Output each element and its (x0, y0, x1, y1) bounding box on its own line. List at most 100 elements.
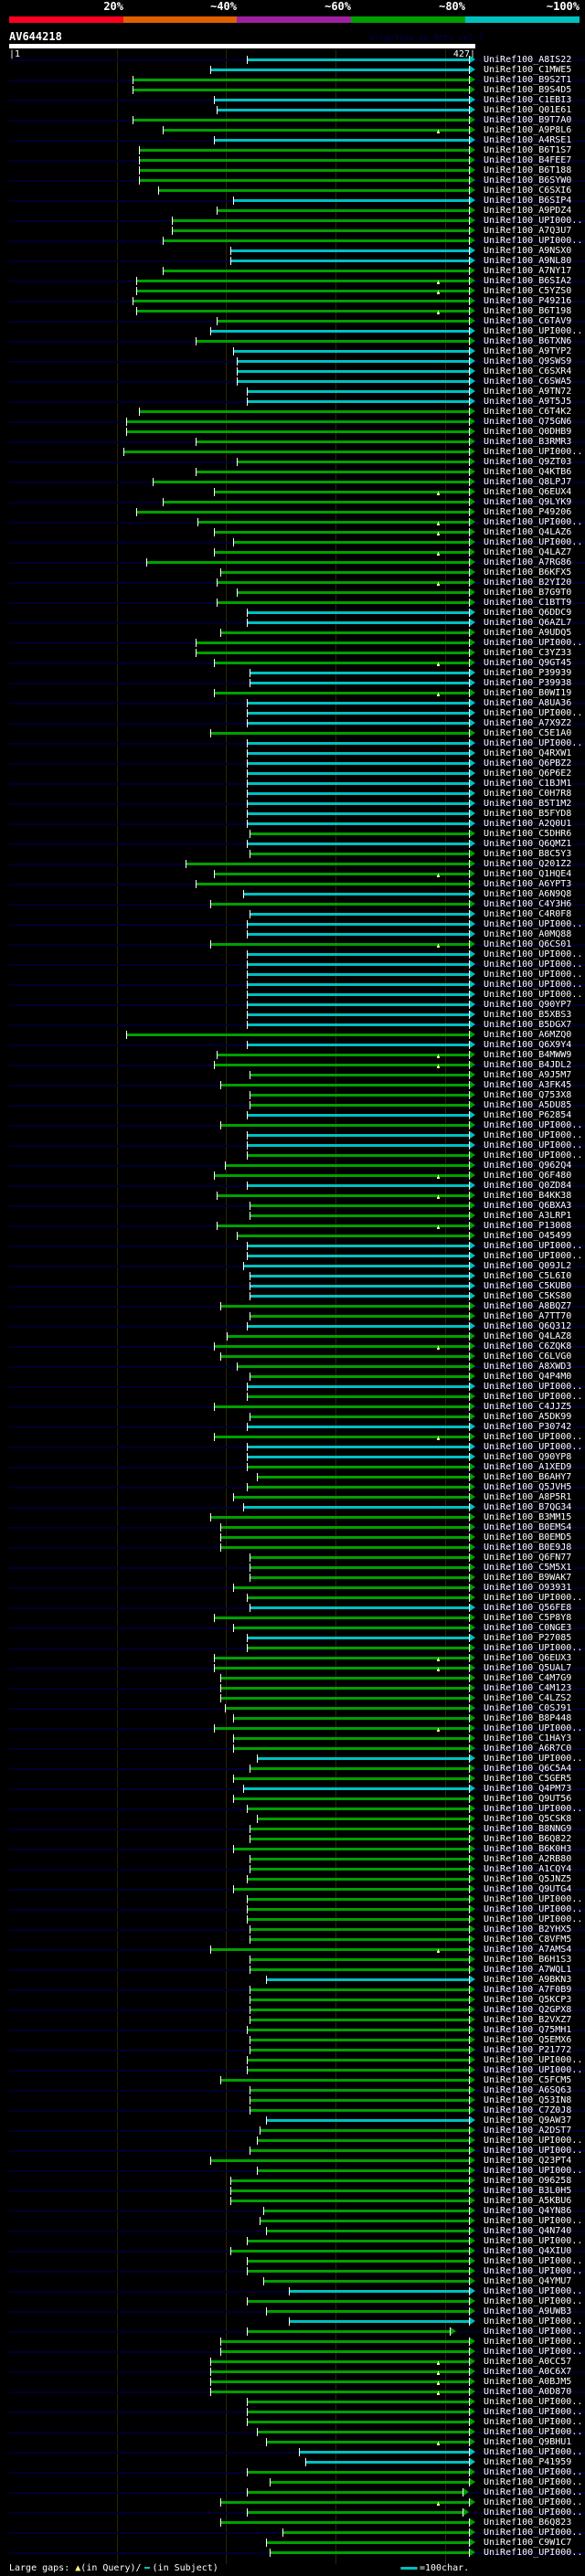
hit-label[interactable]: UniRef100_C5P8Y8 (484, 1613, 572, 1623)
hit-row[interactable]: UniRef100_C6T4K2 (0, 407, 585, 417)
hit-row[interactable]: UniRef100_UPI000.. (0, 447, 585, 457)
alignment-bar[interactable] (162, 270, 469, 272)
alignment-bar[interactable] (246, 1898, 469, 1901)
hit-row[interactable]: UniRef100_A6MZQ0 (0, 1030, 585, 1040)
alignment-bar[interactable] (246, 742, 469, 745)
hit-row[interactable]: UniRef100_B8C5Y3 (0, 849, 585, 859)
hit-label[interactable]: UniRef100_P41959 (484, 2457, 572, 2467)
hit-row[interactable]: UniRef100_UPI000.. (0, 980, 585, 990)
hit-label[interactable]: UniRef100_B2YI20 (484, 578, 572, 588)
hit-row[interactable]: UniRef100_Q90YP7 (0, 1000, 585, 1010)
hit-label[interactable]: UniRef100_Q4LAZ6 (484, 527, 572, 537)
hit-label[interactable]: UniRef100_A9UWB3 (484, 2306, 572, 2316)
alignment-bar[interactable] (133, 119, 469, 122)
hit-label[interactable]: UniRef100_B9WAK7 (484, 1573, 572, 1583)
alignment-bar[interactable] (213, 692, 469, 694)
alignment-bar[interactable] (210, 2360, 469, 2363)
hit-label[interactable]: UniRef100_A0D870 (484, 2387, 572, 2397)
hit-row[interactable]: UniRef100_C7Z0J8 (0, 2105, 585, 2115)
alignment-bar[interactable] (246, 1426, 469, 1428)
alignment-bar[interactable] (246, 390, 469, 393)
hit-label[interactable]: UniRef100_UPI000.. (484, 1251, 583, 1261)
hit-row[interactable]: UniRef100_UPI000.. (0, 1432, 585, 1442)
hit-label[interactable]: UniRef100_A9NSX0 (484, 246, 572, 256)
hit-label[interactable]: UniRef100_Q6C5A4 (484, 1764, 572, 1774)
hit-label[interactable]: UniRef100_Q201Z2 (484, 859, 572, 869)
hit-row[interactable]: UniRef100_C5P8Y8 (0, 1613, 585, 1623)
hit-label[interactable]: UniRef100_Q6AZL7 (484, 618, 572, 628)
hit-label[interactable]: UniRef100_Q4PM73 (484, 1784, 572, 1794)
alignment-bar[interactable] (246, 621, 469, 624)
hit-row[interactable]: UniRef100_Q6CS01 (0, 939, 585, 949)
alignment-bar[interactable] (282, 2531, 469, 2534)
hit-label[interactable]: UniRef100_Q6DDC9 (484, 608, 572, 618)
alignment-bar[interactable] (246, 400, 469, 403)
alignment-bar[interactable] (246, 983, 469, 986)
hit-label[interactable]: UniRef100_Q75MH1 (484, 2025, 572, 2035)
hit-row[interactable]: UniRef100_P39938 (0, 678, 585, 688)
hit-label[interactable]: UniRef100_A0MQ88 (484, 929, 572, 939)
alignment-bar[interactable] (246, 792, 469, 795)
hit-label[interactable]: UniRef100_UPI000.. (484, 2487, 583, 2497)
alignment-bar[interactable] (256, 2169, 469, 2172)
hit-row[interactable]: UniRef100_Q9SWS9 (0, 356, 585, 366)
hit-row[interactable]: UniRef100_UPI000.. (0, 970, 585, 980)
alignment-bar[interactable] (224, 1164, 469, 1167)
hit-label[interactable]: UniRef100_UPI000.. (484, 1392, 583, 1402)
hit-label[interactable]: UniRef100_UPI000.. (484, 919, 583, 929)
hit-row[interactable]: UniRef100_UPI000.. (0, 1593, 585, 1603)
alignment-bar[interactable] (237, 380, 469, 383)
hit-label[interactable]: UniRef100_Q53IN8 (484, 2095, 572, 2105)
hit-label[interactable]: UniRef100_UPI000.. (484, 1432, 583, 1442)
alignment-bar[interactable] (220, 571, 469, 574)
hit-label[interactable]: UniRef100_Q6PBZ2 (484, 758, 572, 769)
hit-row[interactable]: UniRef100_UPI000.. (0, 1894, 585, 1904)
hit-label[interactable]: UniRef100_P39939 (484, 668, 572, 678)
alignment-bar[interactable] (256, 2431, 469, 2433)
hit-label[interactable]: UniRef100_A7WQL1 (484, 1965, 572, 1975)
hit-row[interactable]: UniRef100_UPI000.. (0, 1130, 585, 1140)
hit-row[interactable]: UniRef100_UPI000.. (0, 216, 585, 226)
hit-label[interactable]: UniRef100_B2VXZ7 (484, 2015, 572, 2025)
hit-row[interactable]: UniRef100_UPI000.. (0, 1442, 585, 1452)
hit-row[interactable]: UniRef100_Q6FN77 (0, 1553, 585, 1563)
hit-row[interactable]: UniRef100_Q6AZL7 (0, 618, 585, 628)
hit-row[interactable]: UniRef100_B4KK38 (0, 1191, 585, 1201)
hit-label[interactable]: UniRef100_Q5KCP3 (484, 1995, 572, 2005)
hit-row[interactable]: UniRef100_A9TN72 (0, 387, 585, 397)
hit-label[interactable]: UniRef100_UPI000.. (484, 2467, 583, 2477)
alignment-bar[interactable] (213, 1727, 469, 1730)
hit-label[interactable]: UniRef100_UPI000.. (484, 2256, 583, 2266)
alignment-bar[interactable] (213, 551, 469, 554)
alignment-bar[interactable] (195, 440, 469, 443)
hit-row[interactable]: UniRef100_C4R0F8 (0, 909, 585, 919)
hit-label[interactable]: UniRef100_Q4KTB6 (484, 467, 572, 477)
alignment-bar[interactable] (233, 1496, 469, 1499)
hit-row[interactable]: UniRef100_P39939 (0, 668, 585, 678)
alignment-bar[interactable] (250, 853, 469, 855)
hit-row[interactable]: UniRef100_UPI000.. (0, 1643, 585, 1653)
hit-row[interactable]: UniRef100_Q962Q4 (0, 1161, 585, 1171)
alignment-bar[interactable] (210, 1516, 469, 1519)
hit-row[interactable]: UniRef100_Q90YP8 (0, 1452, 585, 1462)
hit-row[interactable]: UniRef100_B3L0H5 (0, 2186, 585, 2196)
hit-label[interactable]: UniRef100_C5DHR6 (484, 829, 572, 839)
hit-row[interactable]: UniRef100_A9UWB3 (0, 2306, 585, 2316)
hit-label[interactable]: UniRef100_B9S4D5 (484, 85, 572, 95)
alignment-bar[interactable] (217, 1194, 469, 1197)
hit-label[interactable]: UniRef100_B9T7A0 (484, 115, 572, 125)
hit-row[interactable]: UniRef100_Q4LAZ6 (0, 527, 585, 537)
alignment-bar[interactable] (220, 1124, 469, 1127)
alignment-bar[interactable] (299, 2451, 469, 2454)
hit-label[interactable]: UniRef100_UPI000.. (484, 990, 583, 1000)
alignment-bar[interactable] (246, 1395, 469, 1398)
hit-label[interactable]: UniRef100_A2RB80 (484, 1854, 572, 1864)
hit-label[interactable]: UniRef100_Q23PT4 (484, 2156, 572, 2166)
hit-label[interactable]: UniRef100_Q753X8 (484, 1090, 572, 1100)
hit-row[interactable]: UniRef100_A0BJM5 (0, 2377, 585, 2387)
hit-label[interactable]: UniRef100_C0SJ91 (484, 1703, 572, 1713)
hit-row[interactable]: UniRef100_Q6DDC9 (0, 608, 585, 618)
hit-row[interactable]: UniRef100_B7QG34 (0, 1502, 585, 1512)
hit-label[interactable]: UniRef100_C3YZ33 (484, 648, 572, 658)
hit-label[interactable]: UniRef100_UPI000.. (484, 1150, 583, 1161)
